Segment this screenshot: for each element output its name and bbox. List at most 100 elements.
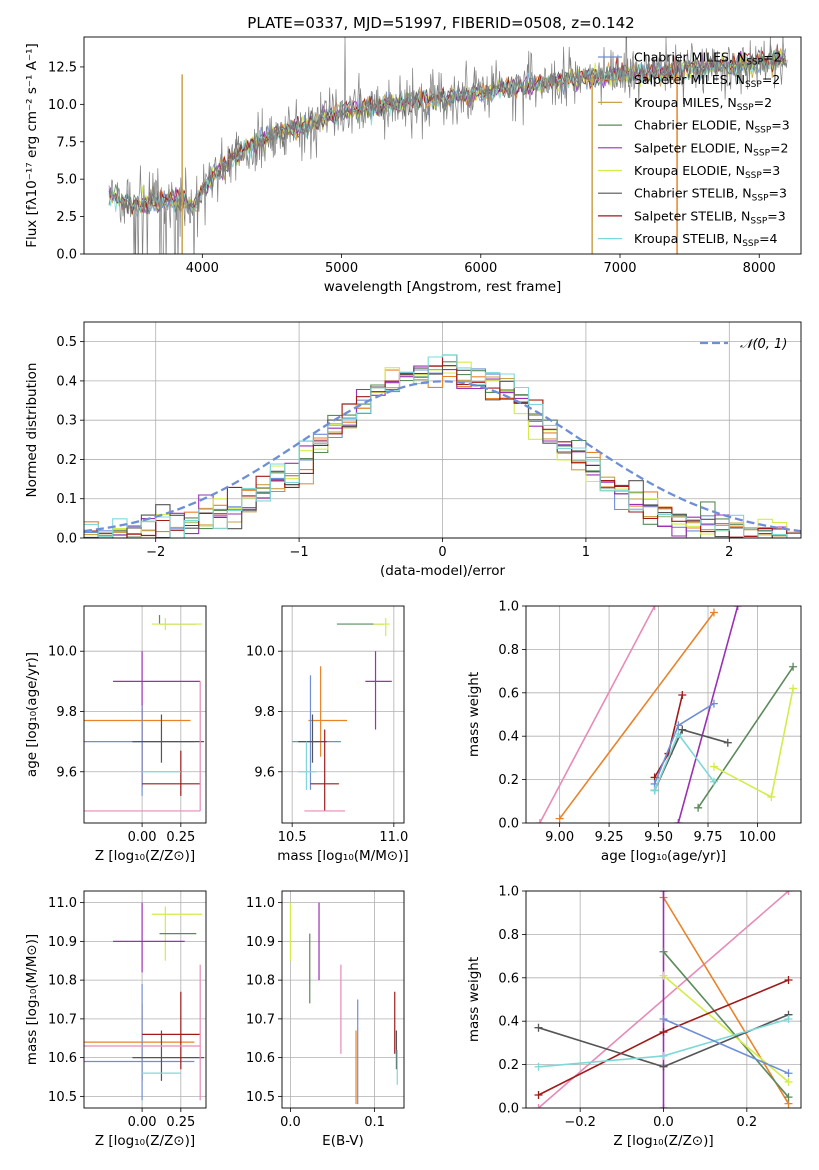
y-tick-label: 10.0	[48, 645, 77, 660]
y-tick-label: 0.0	[56, 532, 77, 547]
plot-area	[84, 902, 205, 1101]
data-point	[784, 975, 793, 984]
y-tick-label: 7.5	[56, 135, 77, 150]
y-tick-label: 0.2	[56, 453, 77, 468]
y-tick-label: 0.8	[498, 928, 519, 943]
data-point	[650, 606, 659, 610]
data-point	[659, 1028, 668, 1037]
y-tick-label: 0.4	[56, 374, 77, 389]
x-tick-label: 0.0	[653, 1115, 674, 1130]
data-point	[534, 1062, 543, 1071]
axes-frame	[281, 890, 405, 1109]
x-tick-label: 9.25	[595, 830, 624, 845]
x-tick-label: 0.25	[166, 830, 195, 845]
data-point	[534, 1023, 543, 1032]
data-point	[784, 1015, 793, 1024]
y-tick-label: 0.4	[498, 1015, 519, 1030]
y-axis-label: mass weight	[466, 957, 482, 1042]
plot-area	[292, 618, 392, 812]
y-tick-label: 10.7	[246, 1012, 275, 1027]
y-tick-label: 12.5	[48, 60, 77, 75]
data-point	[678, 725, 687, 734]
data-point	[784, 1077, 793, 1086]
data-point	[650, 786, 659, 795]
data-point	[789, 684, 798, 693]
x-tick-label: 6000	[464, 261, 497, 276]
y-tick-label: 0.3	[56, 414, 77, 429]
y-tick-label: 0.5	[56, 335, 77, 350]
x-tick-label: 0	[438, 545, 446, 560]
x-tick-label: 9.50	[644, 830, 673, 845]
series-line	[662, 951, 790, 1098]
x-tick-label: 0.00	[128, 830, 157, 845]
y-tick-label: 10.6	[246, 1051, 275, 1066]
data-point	[678, 690, 687, 699]
y-tick-label: 10.5	[48, 1090, 77, 1105]
x-axis-label: Z [log₁₀(Z/Z⊙)]	[95, 848, 195, 864]
y-tick-label: 9.6	[254, 765, 275, 780]
x-tick-label: 0.0	[280, 1115, 301, 1130]
data-point	[674, 721, 683, 730]
data-point	[784, 1069, 793, 1078]
x-tick-label: −2	[146, 545, 165, 560]
x-tick-label: 0.25	[166, 1115, 195, 1130]
y-axis-label: mass weight	[466, 672, 482, 757]
x-axis-label: Z [log₁₀(Z/Z⊙)]	[95, 1133, 195, 1149]
y-tick-label: 10.0	[246, 645, 275, 660]
model-line	[108, 48, 787, 219]
y-tick-label: 11.0	[246, 896, 275, 911]
axes-frame	[83, 36, 802, 255]
legend-label: Kroupa STELIB, NSSP=4	[634, 231, 778, 249]
series-line	[663, 1018, 789, 1075]
y-tick-label: 10.9	[246, 935, 275, 950]
y-axis-label: mass [log₁₀(M/M⊙)]	[24, 934, 40, 1065]
data-point	[709, 762, 718, 771]
x-tick-label: 9.00	[545, 830, 574, 845]
y-tick-label: 5.0	[56, 173, 77, 188]
y-tick-label: 0.0	[56, 248, 77, 263]
series-line	[558, 612, 715, 820]
y-tick-label: 2.5	[56, 210, 77, 225]
legend-label: 𝒩(0, 1)	[740, 337, 787, 352]
residual-histogram	[84, 354, 801, 538]
series-line	[662, 974, 790, 1083]
y-tick-label: 0.4	[498, 730, 519, 745]
x-tick-label: 2	[725, 545, 733, 560]
chart-mass_vs_ebv: 0.0 0.1 10.5 10.6 10.7 10.8 10.9 11.0 E(B-V)	[246, 890, 405, 1149]
series-line	[539, 606, 656, 823]
x-tick-label: 0.00	[128, 1115, 157, 1130]
x-axis-label: wavelength [Angstrom, rest frame]	[324, 279, 562, 295]
data-point	[709, 699, 718, 708]
data-point	[709, 777, 718, 786]
x-tick-label: 11.0	[379, 830, 408, 845]
y-tick-label: 9.6	[56, 765, 77, 780]
legend-label: Chabrier ELODIE, NSSP=3	[634, 118, 790, 136]
y-axis-label: Flux [fλ10⁻¹⁷ erg cm⁻² s⁻¹ A⁻¹]	[24, 43, 40, 248]
chart-mass_weight_vs_age: 9.00 9.25 9.50 9.75 10.00 0.0 0.2 0.4 0.6 0.8 1.0 a…	[466, 600, 802, 864]
y-tick-label: 10.5	[246, 1090, 275, 1105]
y-tick-label: 10.0	[48, 98, 77, 113]
y-axis-label: age [log₁₀(age/yr)]	[24, 652, 40, 777]
y-tick-label: 1.0	[498, 600, 519, 615]
data-point	[733, 606, 742, 610]
y-tick-label: 11.0	[48, 896, 77, 911]
series-line	[662, 897, 790, 1105]
chart-age_vs_Z: 0.00 0.25 9.6 9.8 10.0 Z [log₁₀(Z/Z⊙)] age [lo…	[24, 605, 207, 864]
axes-frame	[525, 605, 802, 824]
x-axis-label: age [log₁₀(age/yr)]	[601, 848, 726, 864]
y-tick-label: 0.6	[498, 686, 519, 701]
y-tick-label: 0.0	[498, 817, 519, 832]
legend-label: Kroupa ELODIE, NSSP=3	[634, 163, 780, 181]
chart-spectrum: 4000 5000 6000 7000 8000 0.0 2.5 5.0 7.5 10.0 12.5…	[24, 36, 802, 295]
data-point	[659, 971, 668, 980]
data-point	[659, 891, 668, 895]
axes-frame	[83, 605, 207, 824]
legend-label: Salpeter STELIB, NSSP=3	[634, 208, 786, 226]
data-point	[694, 803, 703, 812]
x-tick-label: 1	[582, 545, 590, 560]
x-tick-label: 10.5	[278, 830, 307, 845]
y-tick-label: 9.8	[56, 705, 77, 720]
data-point	[659, 1104, 668, 1108]
data-point	[534, 1104, 543, 1108]
